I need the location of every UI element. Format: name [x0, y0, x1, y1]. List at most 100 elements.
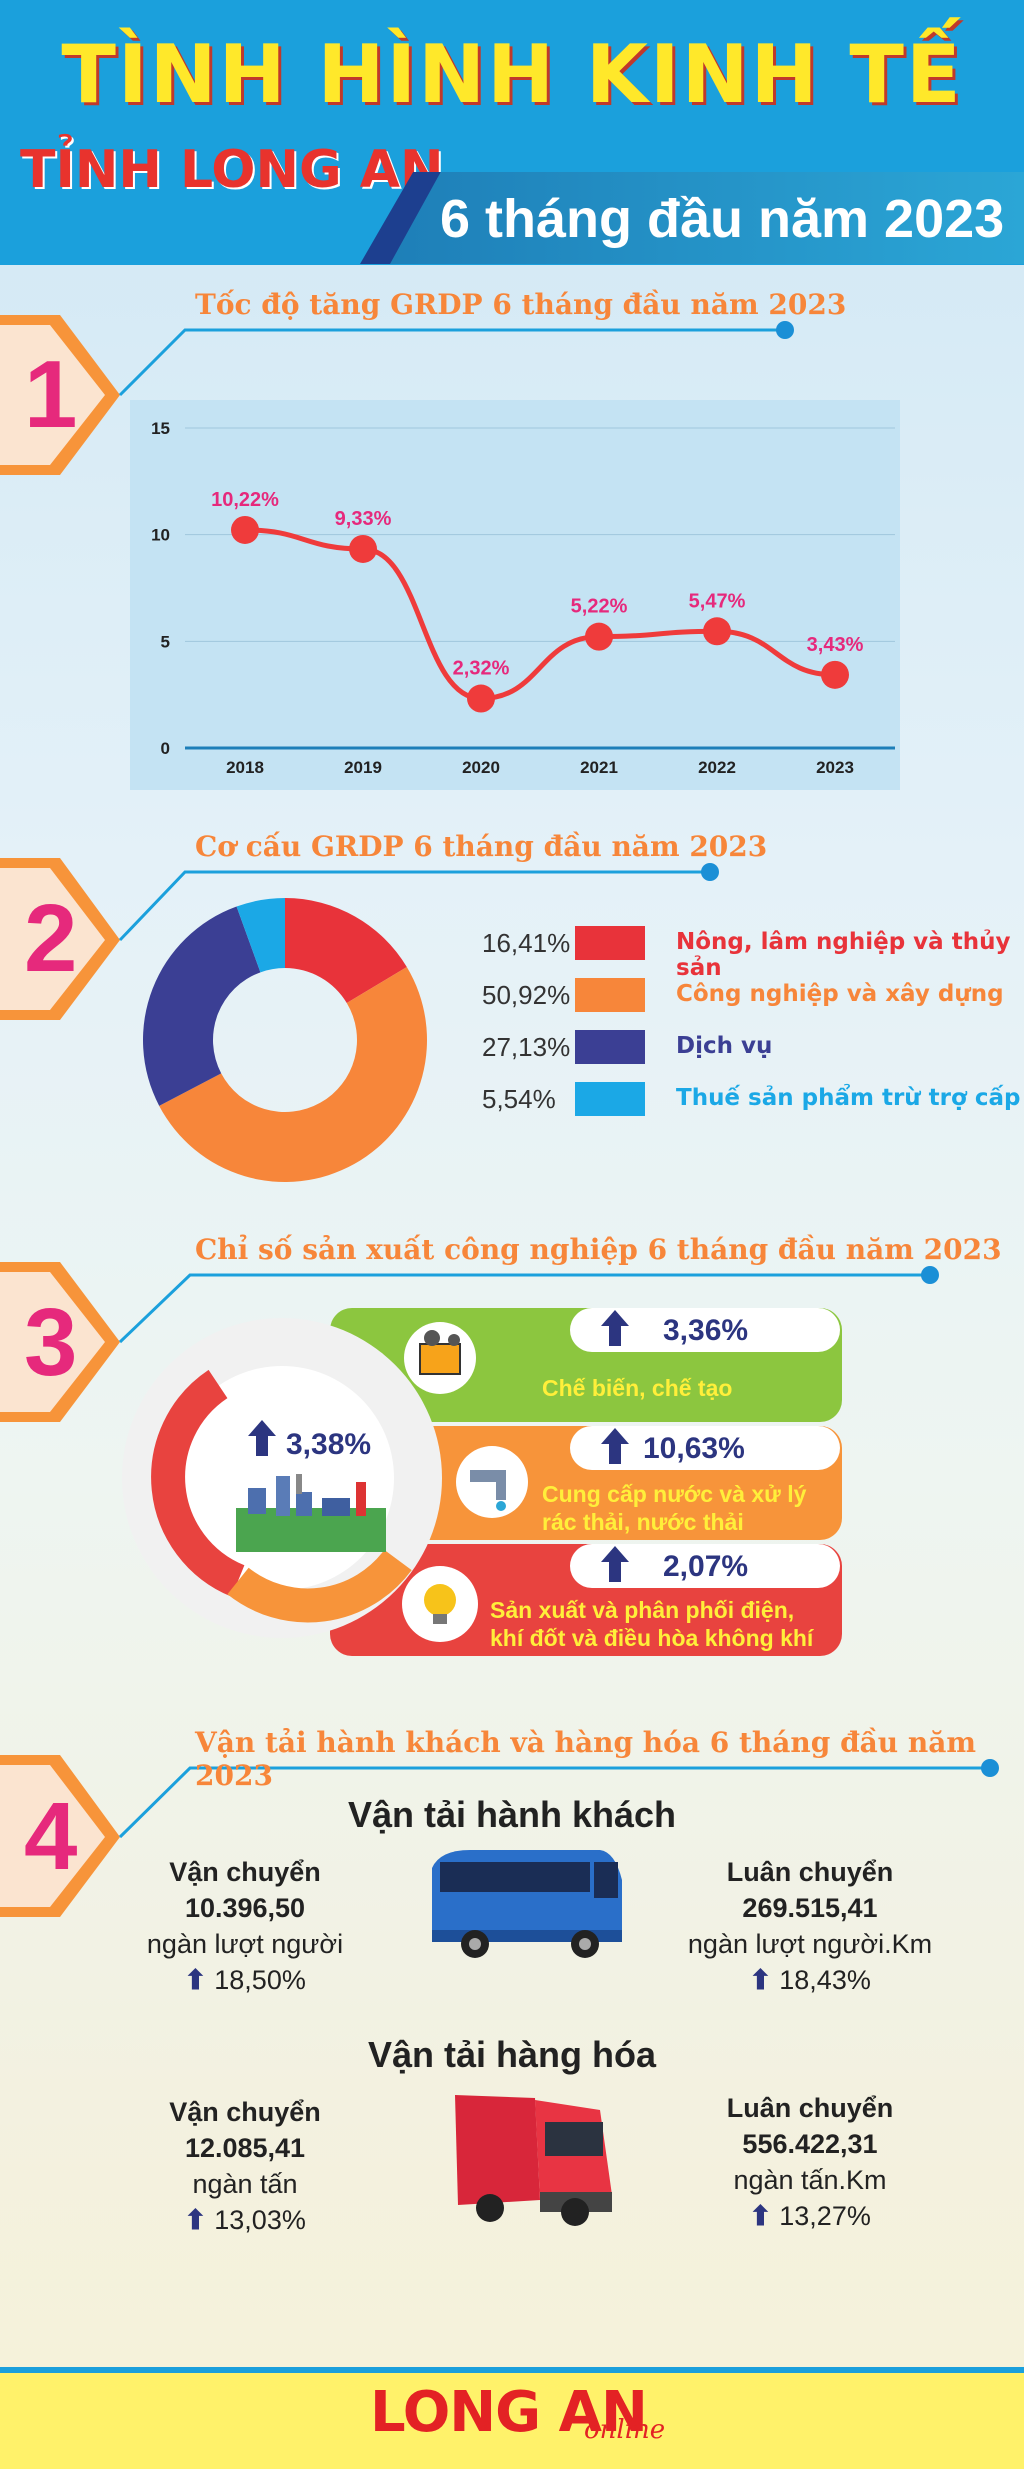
cargo-right-unit: ngàn tấn.Km — [733, 2165, 887, 2195]
water-tap-icon — [456, 1446, 528, 1518]
overall-arrow-icon — [248, 1420, 276, 1456]
x-tick-2018: 2018 — [226, 758, 264, 777]
cargo-right-value: 556.422,31 — [742, 2129, 878, 2159]
page-title: TÌNH HÌNH KINH TẾ — [61, 28, 963, 121]
legend-swatch-3 — [575, 1030, 645, 1064]
industry-label-3: Sản xuất và phân phối điện, khí đốt và đ… — [490, 1597, 814, 1651]
section1-title: Tốc độ tăng GRDP 6 tháng đầu năm 2023 — [195, 288, 847, 321]
bus-icon — [432, 1850, 622, 1958]
cargo-left-title: Vận chuyển — [169, 2097, 321, 2127]
legend-pct-4: 5,54% — [482, 1084, 556, 1114]
y-tick-label: 0 — [161, 739, 170, 758]
connector-1 — [118, 328, 785, 397]
data-label-2023: 3,43% — [807, 634, 864, 656]
section-tab-3 — [0, 1262, 120, 1422]
legend-label-2: Công nghiệp và xây dựng — [676, 981, 1004, 1007]
passenger-right-title: Luân chuyển — [726, 1857, 894, 1887]
data-point-2022 — [703, 617, 731, 646]
passenger-right-growth: 18,43% — [779, 1965, 871, 1995]
legend-swatch-4 — [575, 1082, 645, 1116]
cargo-left-arrow-icon: ⬆ — [184, 2205, 215, 2235]
connector-dot-1 — [776, 321, 794, 339]
data-label-2022: 5,47% — [689, 590, 746, 612]
donut-slice-3 — [143, 906, 261, 1106]
x-tick-2021: 2021 — [580, 758, 618, 777]
lightbulb-icon — [402, 1566, 478, 1642]
passenger-left-unit: ngàn lượt người — [146, 1929, 344, 1959]
arrow-up-icon-2 — [601, 1428, 629, 1464]
passenger-right-block: Luân chuyển 269.515,41 ngàn lượt người.K… — [660, 1854, 960, 1998]
data-point-2018 — [231, 515, 259, 544]
industry-overall-pct: 3,38% — [286, 1428, 372, 1461]
period-label: 6 tháng đầu năm 2023 — [440, 189, 1005, 249]
connector-dot-3 — [921, 1266, 939, 1284]
passenger-heading: Vận tải hành khách — [347, 1794, 677, 1835]
section-tab-4 — [0, 1755, 120, 1917]
cargo-left-block: Vận chuyển 12.085,41 ngàn tấn ⬆ 13,03% — [95, 2094, 395, 2238]
passenger-left-block: Vận chuyển 10.396,50 ngàn lượt người ⬆ 1… — [95, 1854, 395, 1998]
x-tick-2022: 2022 — [698, 758, 736, 777]
page-subtitle: TỈNH LONG AN — [20, 140, 444, 200]
section2-title: Cơ cấu GRDP 6 tháng đầu năm 2023 — [195, 830, 768, 863]
connector-4 — [118, 1766, 990, 1839]
industry-pct-3: 2,07% — [663, 1550, 749, 1583]
data-point-2019 — [349, 534, 377, 563]
x-tick-2023: 2023 — [816, 758, 854, 777]
data-label-2019: 9,33% — [335, 508, 392, 530]
truck-icon — [455, 2095, 612, 2226]
passenger-left-arrow-icon: ⬆ — [184, 1965, 215, 1995]
legend-pct-3: 27,13% — [482, 1032, 571, 1062]
subtitle-band — [0, 150, 420, 208]
donut-slice-4 — [236, 898, 285, 973]
cargo-left-value: 12.085,41 — [184, 2133, 306, 2163]
cargo-right-growth: 13,27% — [779, 2201, 871, 2231]
data-label-2020: 2,32% — [453, 658, 510, 680]
section-number-3: 3 — [24, 1289, 78, 1396]
legend-swatch-1 — [575, 926, 645, 960]
connector-dot-4 — [981, 1759, 999, 1777]
passenger-left-growth: 18,50% — [214, 1965, 306, 1995]
section-tab-2 — [0, 858, 120, 1020]
factory-gear-icon — [404, 1322, 476, 1394]
passenger-right-unit: ngàn lượt người.Km — [687, 1929, 933, 1959]
legend-label-4: Thuế sản phẩm trừ trợ cấp — [676, 1085, 1021, 1111]
data-label-2018: 10,22% — [211, 489, 279, 511]
cargo-right-arrow-icon: ⬆ — [749, 2201, 780, 2231]
arrow-up-icon-3 — [601, 1546, 629, 1582]
passenger-right-value: 269.515,41 — [742, 1893, 878, 1923]
cargo-left-unit: ngàn tấn — [192, 2169, 298, 2199]
passenger-left-value: 10.396,50 — [184, 1893, 306, 1923]
section3-title: Chỉ số sản xuất công nghiệp 6 tháng đầu … — [195, 1233, 1002, 1266]
connector-2 — [118, 870, 710, 942]
legend-pct-1: 16,41% — [482, 928, 571, 958]
section-number-2: 2 — [24, 885, 78, 992]
chart-panel — [130, 400, 900, 790]
legend-pct-2: 50,92% — [482, 980, 571, 1010]
data-label-2021: 5,22% — [571, 596, 628, 618]
data-point-2020 — [467, 684, 495, 713]
industry-label-1: Chế biến, chế tạo — [542, 1375, 733, 1401]
footer — [0, 2367, 1024, 2469]
period-band — [390, 172, 1024, 264]
footer-logo: LONG AN — [370, 2380, 648, 2445]
connector-dot-2 — [701, 863, 719, 881]
footer-logo-suffix: online — [584, 2415, 666, 2445]
y-tick-label: 10 — [151, 526, 170, 545]
legend-label-1: Nông, lâm nghiệp và thủy sản — [676, 929, 1011, 981]
legend-swatch-2 — [575, 978, 645, 1012]
cargo-right-block: Luân chuyển 556.422,31 ngàn tấn.Km ⬆ 13,… — [660, 2090, 960, 2234]
industry-pct-2: 10,63% — [643, 1432, 745, 1465]
factory-icon — [236, 1474, 386, 1552]
section-number-1: 1 — [24, 341, 78, 448]
y-tick-label: 5 — [161, 632, 170, 651]
arrow-up-icon-1 — [601, 1310, 629, 1346]
legend-label-3: Dịch vụ — [676, 1033, 773, 1059]
industry-pct-1: 3,36% — [663, 1314, 749, 1347]
x-tick-2020: 2020 — [462, 758, 500, 777]
section4-title: Vận tải hành khách và hàng hóa 6 tháng đ… — [195, 1726, 977, 1792]
